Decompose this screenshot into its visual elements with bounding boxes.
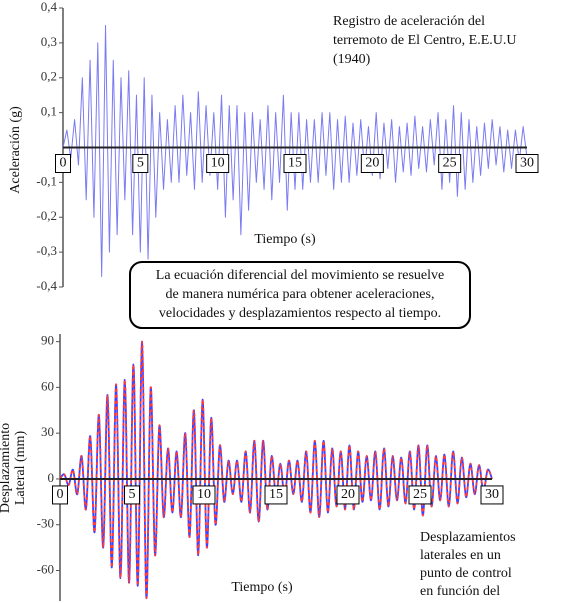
x-tick-label: 15 xyxy=(288,156,302,171)
annotation: en función del xyxy=(420,584,500,599)
x-tick-label: 10 xyxy=(211,156,225,171)
y-tick-label: -0,2 xyxy=(36,208,57,223)
y-tick-label: 30 xyxy=(41,424,54,439)
y-tick-label: 0 xyxy=(48,470,55,485)
x-tick-box xyxy=(408,485,432,505)
x-tick-label: 30 xyxy=(485,487,499,502)
x-tick-box xyxy=(264,485,288,505)
x-tick-label: 15 xyxy=(269,487,283,502)
y-axis-label: Lateral (mm) xyxy=(13,431,28,506)
annotation: laterales en un xyxy=(420,548,501,563)
data-line xyxy=(59,340,493,599)
x-tick-box xyxy=(360,154,384,173)
x-tick-label: 25 xyxy=(413,487,427,502)
note-box xyxy=(129,261,471,329)
note-line: La ecuación diferencial del movimiento s… xyxy=(156,268,444,283)
y-tick-label: 90 xyxy=(41,333,54,348)
y-tick-label: -0,1 xyxy=(36,173,57,188)
x-tick-label: 5 xyxy=(129,487,136,502)
y-tick-label: -30 xyxy=(37,516,54,531)
annotation: Registro de aceleración del xyxy=(333,14,485,29)
x-tick-label: 25 xyxy=(443,156,457,171)
x-tick-box xyxy=(336,485,360,505)
annotation: terremoto de El Centro, E.E.U.U xyxy=(333,33,517,48)
x-tick-label: 0 xyxy=(57,487,64,502)
x-tick-box xyxy=(438,154,462,173)
y-tick-label: 0,1 xyxy=(41,104,57,119)
x-axis-label: Tiempo (s) xyxy=(231,580,293,595)
x-tick-label: 20 xyxy=(341,487,355,502)
y-tick-label: -0,3 xyxy=(36,243,57,258)
x-tick-label: 0 xyxy=(60,156,67,171)
y-tick-label: 60 xyxy=(41,378,54,393)
data-line xyxy=(62,24,528,278)
x-tick-box xyxy=(124,485,140,505)
x-tick-box xyxy=(55,154,71,173)
y-axis-label: Desplazamiento xyxy=(0,423,13,513)
x-tick-box xyxy=(515,154,539,173)
y-tick-label: 0,3 xyxy=(41,34,57,49)
x-tick-box xyxy=(132,154,149,173)
x-axis-label: Tiempo (s) xyxy=(254,232,316,247)
annotation: Desplazamientos xyxy=(420,530,516,545)
y-tick-label: -60 xyxy=(37,561,54,576)
x-tick-box xyxy=(283,154,307,173)
note-line: de manera numérica para obtener acelerac… xyxy=(166,287,435,302)
x-tick-label: 5 xyxy=(137,156,144,171)
note-line: velocidades y desplazamientos respecto a… xyxy=(159,306,441,321)
y-tick-label: 0,4 xyxy=(41,0,58,14)
x-tick-box xyxy=(192,485,216,505)
y-tick-label: 0,2 xyxy=(41,69,57,84)
annotation: punto de control xyxy=(420,566,512,581)
y-tick-label: -0,4 xyxy=(36,278,57,293)
x-tick-box xyxy=(206,154,230,173)
x-tick-label: 30 xyxy=(520,156,534,171)
annotation: (1940) xyxy=(333,52,371,67)
x-tick-label: 20 xyxy=(365,156,379,171)
x-tick-label: 10 xyxy=(197,487,211,502)
x-tick-box xyxy=(480,485,504,505)
y-axis-label: Aceleración (g) xyxy=(8,106,23,194)
x-tick-box xyxy=(52,485,68,505)
